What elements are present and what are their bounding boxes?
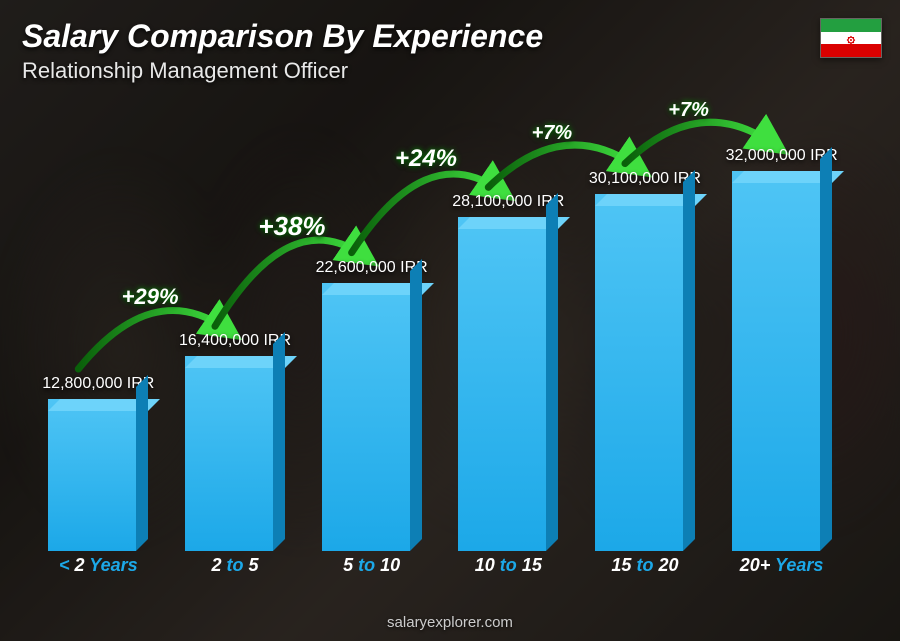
bar-side-face (273, 332, 285, 551)
bars-container: 12,800,000 IRR 16,400,000 IRR 22,600,000… (30, 111, 850, 551)
xaxis-label: 5 to 10 (307, 555, 437, 581)
growth-arc-label: +29% (122, 284, 179, 310)
bar-chart: 12,800,000 IRR 16,400,000 IRR 22,600,000… (30, 110, 850, 581)
bar-side-face (410, 259, 422, 551)
bar-side-face (546, 193, 558, 551)
bar-group: 32,000,000 IRR (717, 147, 847, 551)
bar-front-face (458, 217, 546, 551)
xaxis-label: 15 to 20 (580, 555, 710, 581)
bar-front-face (48, 399, 136, 551)
bar-front-face (185, 356, 273, 551)
bar-front-face (732, 171, 820, 551)
bar-group: 28,100,000 IRR (443, 193, 573, 551)
bar-front-face (322, 283, 410, 551)
bar-front-face (595, 194, 683, 551)
growth-arc-label: +7% (532, 122, 573, 145)
xaxis-label: 20+ Years (717, 555, 847, 581)
bar-3d (595, 194, 695, 551)
bar-group: 12,800,000 IRR (33, 375, 163, 551)
bar-side-face (683, 170, 695, 551)
bar-group: 22,600,000 IRR (307, 259, 437, 551)
content-layer: Salary Comparison By Experience Relation… (0, 0, 900, 641)
country-flag-icon: ۞ (820, 18, 882, 58)
bar-3d (48, 399, 148, 551)
page-subtitle: Relationship Management Officer (22, 58, 348, 84)
xaxis-label: < 2 Years (33, 555, 163, 581)
bar-group: 30,100,000 IRR (580, 170, 710, 551)
bar-3d (732, 171, 832, 551)
xaxis-label: 2 to 5 (170, 555, 300, 581)
bar-side-face (136, 375, 148, 551)
bar-3d (458, 217, 558, 551)
xaxis-label: 10 to 15 (443, 555, 573, 581)
growth-arc-label: +24% (395, 145, 457, 173)
growth-arc-label: +7% (668, 99, 709, 122)
footer-attribution: salaryexplorer.com (0, 614, 900, 631)
bar-side-face (820, 147, 832, 551)
growth-arc-label: +38% (258, 211, 325, 242)
page-title: Salary Comparison By Experience (22, 18, 543, 55)
bar-group: 16,400,000 IRR (170, 332, 300, 551)
xaxis: < 2 Years 2 to 5 5 to 1010 to 15 15 to 20 20… (30, 555, 850, 581)
bar-3d (185, 356, 285, 551)
flag-emblem-icon: ۞ (847, 30, 855, 47)
bar-3d (322, 283, 422, 551)
